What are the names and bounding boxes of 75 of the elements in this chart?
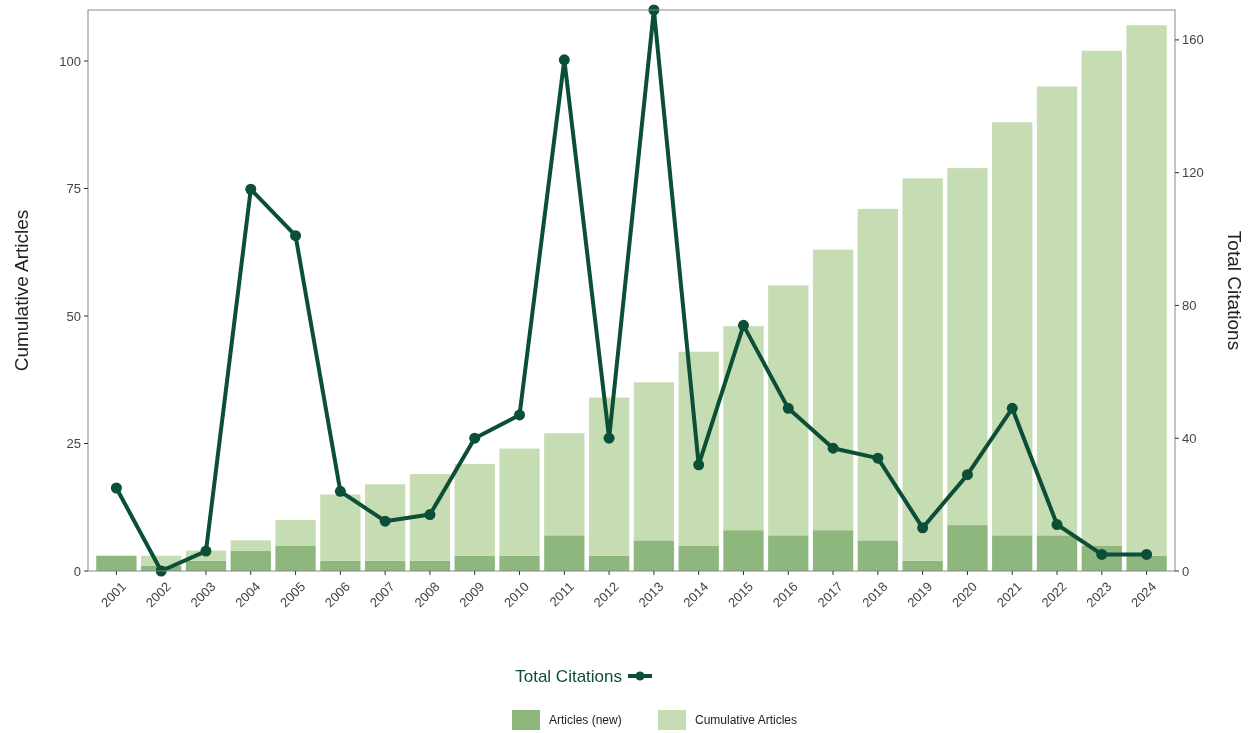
y-axis-title: Cumulative Articles	[11, 209, 32, 372]
bar	[768, 285, 809, 536]
point	[245, 183, 257, 195]
bar	[992, 535, 1033, 571]
bar	[320, 494, 361, 561]
bar	[857, 208, 899, 541]
bar	[768, 535, 809, 571]
legend-label: Cumulative Articles	[695, 713, 798, 728]
bar	[454, 555, 495, 571]
y2-tick-label: 80	[1182, 297, 1197, 313]
point	[693, 459, 705, 471]
bar	[320, 560, 361, 571]
y-tick-label: 100	[59, 53, 81, 69]
bar	[499, 555, 540, 571]
bar	[230, 550, 271, 571]
bar	[1036, 535, 1078, 571]
point	[872, 452, 884, 464]
point	[917, 522, 929, 534]
point	[961, 469, 973, 481]
bar	[499, 448, 540, 556]
point	[737, 319, 749, 331]
bar	[1081, 50, 1122, 546]
point	[827, 442, 839, 454]
bar	[633, 382, 675, 541]
bar	[588, 555, 630, 571]
bar	[947, 525, 988, 571]
point	[334, 485, 346, 497]
bar	[947, 168, 988, 526]
point	[424, 509, 436, 521]
bar	[544, 433, 585, 536]
point	[379, 515, 391, 527]
point	[290, 230, 302, 242]
bar	[902, 560, 943, 571]
y-tick-label: 0	[73, 563, 81, 579]
point	[469, 432, 481, 444]
point	[603, 432, 615, 444]
bar	[633, 540, 675, 571]
bar	[812, 249, 854, 531]
bar	[588, 397, 630, 556]
bar	[1126, 25, 1167, 556]
bar	[812, 530, 854, 571]
point	[1006, 402, 1018, 414]
point	[782, 402, 794, 414]
y-tick-label: 50	[66, 308, 81, 324]
y2-tick-label: 40	[1182, 430, 1197, 446]
bar	[857, 540, 899, 571]
bar	[230, 540, 271, 551]
point	[200, 545, 212, 557]
y2-tick-label: 160	[1182, 32, 1204, 48]
bar	[902, 178, 943, 561]
point	[110, 482, 122, 494]
bar	[678, 351, 719, 546]
bar	[723, 530, 764, 571]
bar	[96, 555, 137, 571]
bar	[275, 545, 316, 571]
bar	[364, 484, 406, 561]
text: Total Citations	[515, 666, 622, 686]
bar	[678, 545, 719, 571]
y2-tick-label: 0	[1182, 563, 1190, 579]
bar	[723, 326, 764, 531]
legend-label: Articles (new)	[549, 713, 622, 728]
point	[1051, 519, 1063, 531]
y2-tick-label: 120	[1182, 165, 1204, 181]
y2-axis-title: Total Citations	[1224, 230, 1245, 351]
bar	[409, 474, 451, 561]
y-tick-label: 25	[66, 436, 81, 452]
point	[1141, 548, 1153, 560]
point	[514, 409, 526, 421]
point	[558, 54, 570, 66]
bar	[275, 520, 316, 546]
bar	[544, 535, 585, 571]
bar	[1036, 86, 1078, 536]
bar	[992, 122, 1033, 536]
y-tick-label: 75	[66, 181, 81, 197]
bar	[454, 463, 495, 556]
